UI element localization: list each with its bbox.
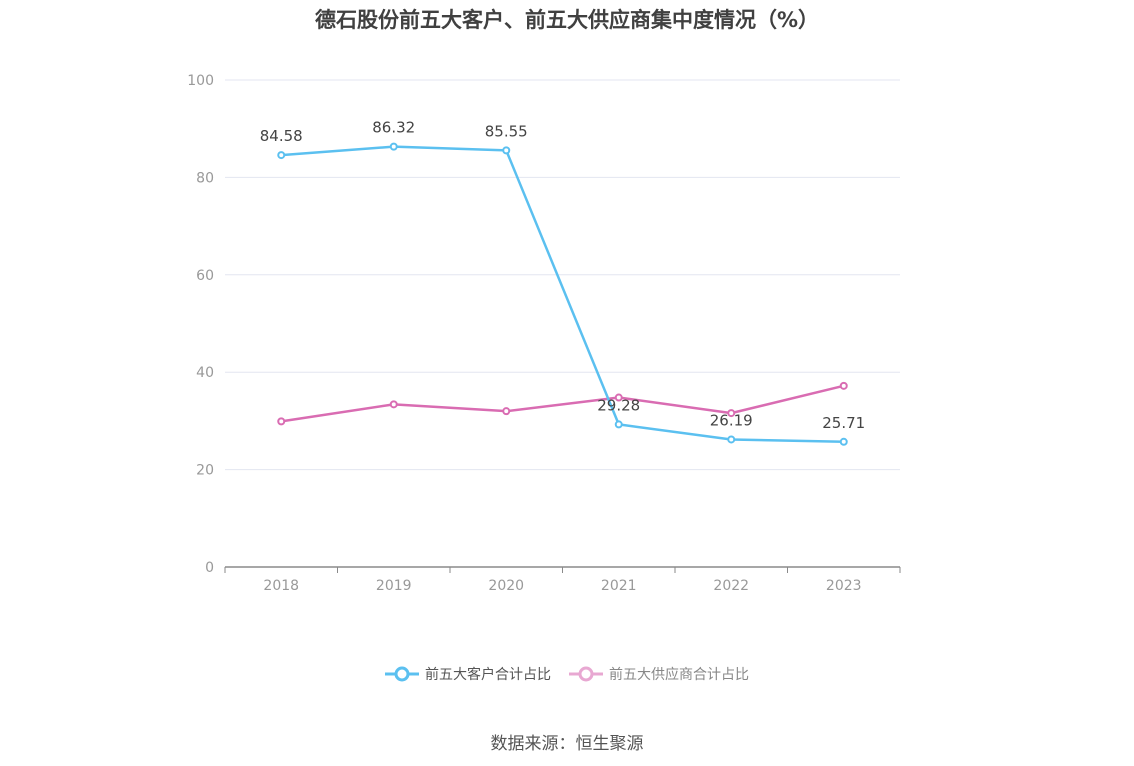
data-point [502,407,511,416]
series-line [281,384,845,423]
data-label: 25.71 [822,414,865,432]
legend-customers-icon [385,666,419,682]
series-line [281,145,844,444]
y-tick-label: 40 [196,365,214,381]
data-point [614,420,623,429]
chart-title: 德石股份前五大客户、前五大供应商集中度情况（%） [314,8,820,32]
data-label: 86.32 [372,119,415,137]
x-tick-label: 2021 [601,578,637,594]
data-point [614,393,623,402]
data-point [389,142,398,151]
legend-customers-label: 前五大客户合计占比 [425,667,551,683]
x-tick-label: 2023 [826,578,862,594]
x-tick-label: 2018 [263,578,299,594]
data-point [727,435,736,444]
legend-item-suppliers[interactable]: 前五大供应商合计占比 [569,664,749,684]
y-tick-label: 60 [196,268,214,284]
legend-suppliers-label: 前五大供应商合计占比 [609,667,749,683]
data-point [277,417,286,426]
data-point [502,146,511,155]
data-point [389,400,398,409]
data-point [277,151,286,160]
y-tick-label: 20 [196,463,214,479]
data-point [727,409,736,418]
y-tick-label: 0 [205,560,214,576]
y-tick-label: 80 [196,170,214,186]
x-tick-label: 2020 [488,578,524,594]
data-point [839,437,848,446]
y-tick-label: 100 [187,73,214,89]
line-chart: 0 20 40 60 80 100 2018 2019 2020 2021 2022 2023 84.… [187,73,901,594]
legend-suppliers-icon [569,666,603,682]
data-label: 29.28 [597,396,640,414]
legend: 前五大客户合计占比 前五大供应商合计占比 [0,664,1134,684]
data-label: 26.19 [710,411,753,429]
data-label: 84.58 [260,127,303,145]
x-tick-label: 2022 [713,578,749,594]
legend-item-customers[interactable]: 前五大客户合计占比 [385,664,551,684]
source-note: 数据来源：恒生聚源 [490,734,644,754]
data-label: 85.55 [485,122,528,140]
data-point [839,381,848,390]
x-tick-label: 2019 [376,578,412,594]
